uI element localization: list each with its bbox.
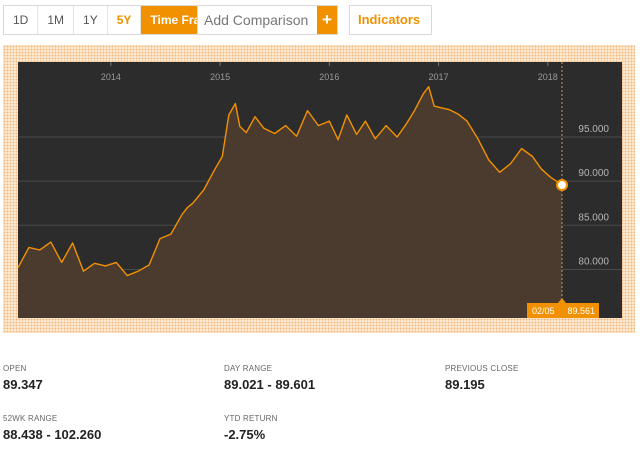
chart-frame: 2014 2015 2016 2017 2018 80.000 85.000 90.000 9… [3, 45, 635, 333]
price-chart[interactable]: 2014 2015 2016 2017 2018 80.000 85.000 90.000 9… [3, 45, 635, 333]
stat-value: 89.347 [3, 377, 43, 392]
stat-value: -2.75% [224, 427, 266, 442]
x-tick-label: 2016 [319, 72, 339, 82]
x-tick-label: 2014 [101, 72, 121, 82]
stat-ytd-return: YTD RETURN -2.75% [224, 414, 278, 442]
chart-toolbar: 1D 1M 1Y 5Y Time Frame [3, 5, 228, 35]
stat-label: DAY RANGE [224, 364, 273, 373]
indicators-dropdown[interactable]: Indicators [349, 5, 432, 52]
series-area [18, 86, 562, 318]
stat-label: OPEN [3, 364, 27, 373]
last-date-text: 02/05 [532, 306, 555, 316]
x-tick-label: 2015 [210, 72, 230, 82]
stat-open: OPEN 89.347 [3, 364, 43, 392]
x-axis: 2014 2015 2016 2017 2018 [101, 62, 558, 82]
y-tick-label: 90.000 [578, 168, 609, 179]
last-price-pointer [558, 298, 566, 303]
range-1y-button[interactable]: 1Y [74, 6, 108, 34]
range-1m-button[interactable]: 1M [38, 6, 75, 34]
x-tick-label: 2018 [538, 72, 558, 82]
y-axis: 80.000 85.000 90.000 95.000 [578, 124, 609, 267]
stat-day-range: DAY RANGE 89.021 - 89.601 [224, 364, 315, 392]
range-1d-button[interactable]: 1D [4, 6, 39, 34]
y-tick-label: 95.000 [578, 124, 609, 135]
y-tick-label: 85.000 [578, 212, 609, 223]
y-tick-label: 80.000 [578, 256, 609, 267]
stat-label: YTD RETURN [224, 414, 278, 423]
plus-icon: + [322, 10, 332, 29]
add-comparison-button[interactable]: + [317, 6, 337, 34]
last-price-label: 02/05 89.561 [527, 298, 599, 318]
x-tick-label: 2017 [429, 72, 449, 82]
stat-52wk-range: 52WK RANGE 88.438 - 102.260 [3, 414, 101, 442]
last-price-marker[interactable] [556, 179, 568, 192]
stat-previous-close: PREVIOUS CLOSE 89.195 [445, 364, 519, 392]
range-5y-button[interactable]: 5Y [108, 6, 142, 34]
add-comparison-box: + [197, 5, 338, 35]
range-selector: 1D 1M 1Y 5Y Time Frame [3, 5, 228, 35]
last-price-box [527, 303, 599, 318]
stat-label: PREVIOUS CLOSE [445, 364, 519, 373]
indicators-label: Indicators [358, 12, 421, 27]
series-line [17, 86, 563, 277]
stat-value: 88.438 - 102.260 [3, 427, 102, 442]
add-comparison-input[interactable] [198, 6, 317, 34]
stat-value: 89.195 [445, 377, 485, 392]
last-value-text: 89.561 [567, 306, 595, 316]
stat-label: 52WK RANGE [3, 414, 58, 423]
stat-value: 89.021 - 89.601 [224, 377, 316, 392]
